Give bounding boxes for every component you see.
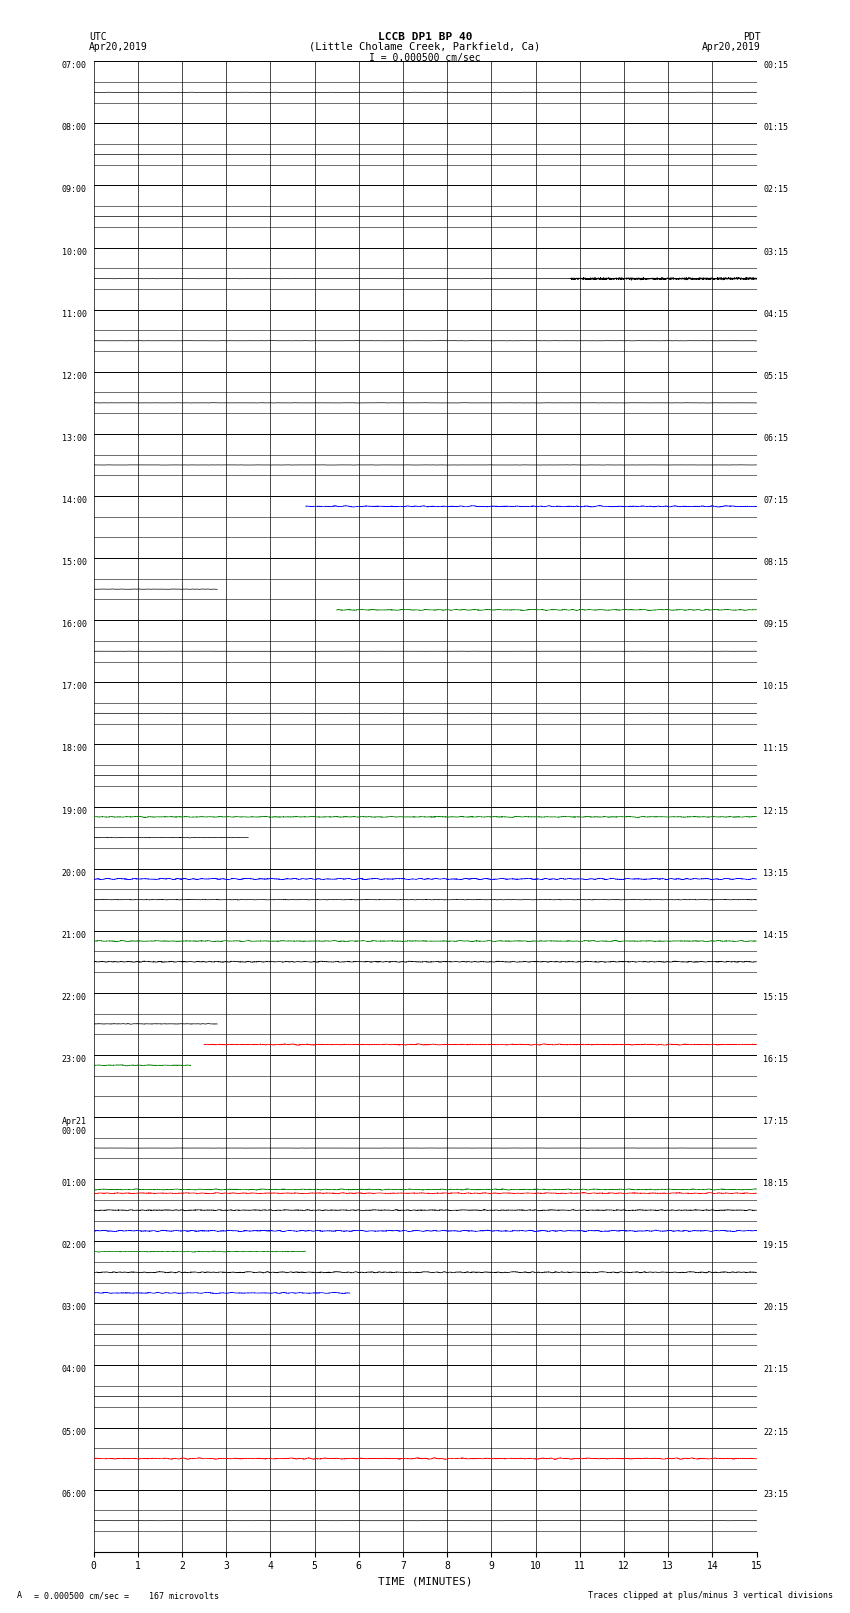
Text: 07:00: 07:00 bbox=[62, 61, 87, 71]
Text: 04:00: 04:00 bbox=[62, 1365, 87, 1374]
Text: 08:00: 08:00 bbox=[62, 124, 87, 132]
Text: 06:15: 06:15 bbox=[763, 434, 788, 444]
Text: 21:00: 21:00 bbox=[62, 931, 87, 940]
Text: 09:15: 09:15 bbox=[763, 621, 788, 629]
Text: 01:00: 01:00 bbox=[62, 1179, 87, 1189]
Text: 05:00: 05:00 bbox=[62, 1428, 87, 1437]
Text: Apr21: Apr21 bbox=[62, 1116, 87, 1126]
Text: 17:00: 17:00 bbox=[62, 682, 87, 692]
Text: 06:00: 06:00 bbox=[62, 1490, 87, 1498]
Text: 23:00: 23:00 bbox=[62, 1055, 87, 1065]
Text: 05:15: 05:15 bbox=[763, 373, 788, 381]
Text: 13:15: 13:15 bbox=[763, 868, 788, 877]
Text: 15:15: 15:15 bbox=[763, 992, 788, 1002]
Text: 16:00: 16:00 bbox=[62, 621, 87, 629]
Text: 14:15: 14:15 bbox=[763, 931, 788, 940]
Text: 22:15: 22:15 bbox=[763, 1428, 788, 1437]
Text: 21:15: 21:15 bbox=[763, 1365, 788, 1374]
Text: 18:15: 18:15 bbox=[763, 1179, 788, 1189]
Text: 03:15: 03:15 bbox=[763, 248, 788, 256]
Text: 01:15: 01:15 bbox=[763, 124, 788, 132]
Text: PDT: PDT bbox=[743, 32, 761, 42]
Text: 04:15: 04:15 bbox=[763, 310, 788, 319]
Text: 02:00: 02:00 bbox=[62, 1242, 87, 1250]
X-axis label: TIME (MINUTES): TIME (MINUTES) bbox=[377, 1578, 473, 1587]
Text: 08:15: 08:15 bbox=[763, 558, 788, 568]
Text: LCCB DP1 BP 40: LCCB DP1 BP 40 bbox=[377, 32, 473, 42]
Text: I = 0.000500 cm/sec: I = 0.000500 cm/sec bbox=[369, 53, 481, 63]
Text: 18:00: 18:00 bbox=[62, 745, 87, 753]
Text: 11:00: 11:00 bbox=[62, 310, 87, 319]
Text: 02:15: 02:15 bbox=[763, 185, 788, 195]
Text: Traces clipped at plus/minus 3 vertical divisions: Traces clipped at plus/minus 3 vertical … bbox=[588, 1590, 833, 1600]
Text: 17:15: 17:15 bbox=[763, 1116, 788, 1126]
Text: 23:15: 23:15 bbox=[763, 1490, 788, 1498]
Text: 14:00: 14:00 bbox=[62, 497, 87, 505]
Text: 11:15: 11:15 bbox=[763, 745, 788, 753]
Text: 15:00: 15:00 bbox=[62, 558, 87, 568]
Text: 12:15: 12:15 bbox=[763, 806, 788, 816]
Text: 20:15: 20:15 bbox=[763, 1303, 788, 1313]
Text: 22:00: 22:00 bbox=[62, 992, 87, 1002]
Text: 00:15: 00:15 bbox=[763, 61, 788, 71]
Text: 13:00: 13:00 bbox=[62, 434, 87, 444]
Text: 03:00: 03:00 bbox=[62, 1303, 87, 1313]
Text: A: A bbox=[17, 1590, 22, 1600]
Text: 19:00: 19:00 bbox=[62, 806, 87, 816]
Text: Apr20,2019: Apr20,2019 bbox=[89, 42, 148, 52]
Text: 12:00: 12:00 bbox=[62, 373, 87, 381]
Text: (Little Cholame Creek, Parkfield, Ca): (Little Cholame Creek, Parkfield, Ca) bbox=[309, 42, 541, 52]
Text: 10:15: 10:15 bbox=[763, 682, 788, 692]
Text: 09:00: 09:00 bbox=[62, 185, 87, 195]
Text: 20:00: 20:00 bbox=[62, 868, 87, 877]
Text: 10:00: 10:00 bbox=[62, 248, 87, 256]
Text: 19:15: 19:15 bbox=[763, 1242, 788, 1250]
Text: Apr20,2019: Apr20,2019 bbox=[702, 42, 761, 52]
Text: 00:00: 00:00 bbox=[62, 1127, 87, 1136]
Text: = 0.000500 cm/sec =    167 microvolts: = 0.000500 cm/sec = 167 microvolts bbox=[34, 1590, 219, 1600]
Text: 16:15: 16:15 bbox=[763, 1055, 788, 1065]
Text: 07:15: 07:15 bbox=[763, 497, 788, 505]
Text: UTC: UTC bbox=[89, 32, 107, 42]
